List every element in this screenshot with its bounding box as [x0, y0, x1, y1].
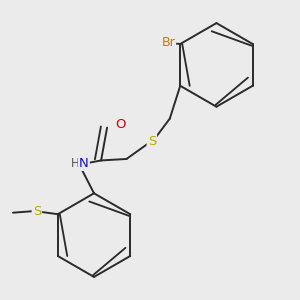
Text: S: S: [33, 205, 41, 218]
Text: N: N: [79, 157, 89, 170]
Text: S: S: [148, 134, 156, 148]
Text: Br: Br: [161, 36, 175, 49]
Text: H: H: [70, 157, 80, 170]
Text: O: O: [115, 118, 126, 131]
